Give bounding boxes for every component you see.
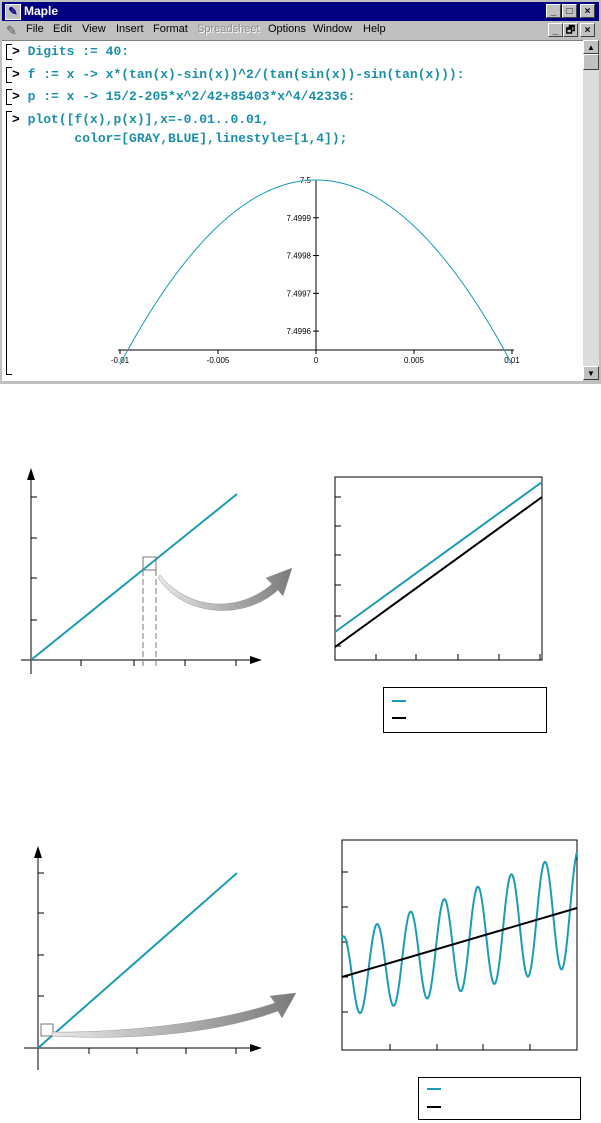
zoom-box	[40, 1023, 54, 1037]
command-text: f := x -> x*(tan(x)-sin(x))^2/(tan(sin(x…	[27, 67, 465, 82]
exec-group-bracket[interactable]	[6, 111, 12, 375]
zoom-box	[142, 556, 157, 571]
plot-frame	[334, 476, 543, 661]
menu-options[interactable]: Options	[268, 23, 306, 35]
minimize-button[interactable]: _	[546, 4, 561, 18]
document-icon[interactable]: ✎	[6, 23, 17, 38]
title-bar: ✎ Maple _ □ ×	[2, 2, 599, 21]
menu-insert[interactable]: Insert	[116, 23, 144, 35]
y-tick-label: 7.4998	[287, 252, 312, 261]
menu-spreadsheet: Spreadsheet	[197, 23, 260, 35]
prompt: >	[12, 67, 20, 82]
exec-group-bracket[interactable]	[6, 44, 12, 60]
command-line-3[interactable]: > p := x -> 15/2-205*x^2/42+85403*x^4/42…	[12, 89, 355, 104]
scroll-down-arrow-icon[interactable]: ▼	[583, 366, 599, 380]
vertical-scrollbar[interactable]: ▲ ▼	[583, 40, 599, 380]
taylor-curve	[119, 179, 513, 365]
maple-window: ✎ Maple _ □ × ✎ File Edit View Insert Fo…	[0, 0, 601, 384]
close-button[interactable]: ×	[580, 4, 595, 18]
exec-group-bracket[interactable]	[6, 89, 12, 105]
prompt: >	[12, 89, 20, 104]
exec-group-bracket[interactable]	[6, 67, 12, 83]
legend-top	[383, 687, 547, 733]
menu-window[interactable]: Window	[313, 23, 353, 35]
y-axis-arrow-icon	[34, 846, 42, 858]
x-tick-label: 0.005	[404, 356, 425, 365]
prompt: >	[12, 112, 20, 127]
command-text: color=[GRAY,BLUE],linestyle=[1,4]);	[12, 131, 348, 146]
linear-curve	[37, 872, 238, 1049]
y-tick-label: 7.4996	[287, 327, 312, 336]
doc-restore-button[interactable]: 🗗	[563, 23, 578, 37]
plot-frame	[341, 839, 578, 1051]
y-tick-label: 7.4999	[287, 214, 312, 223]
command-line-1[interactable]: > Digits := 40:	[12, 44, 129, 59]
window-title: Maple	[24, 4, 59, 18]
zoom-arrow-icon	[51, 992, 297, 1038]
linear-trend-curve	[341, 907, 578, 978]
maximize-button[interactable]: □	[562, 4, 577, 18]
menu-edit[interactable]: Edit	[53, 23, 72, 35]
scroll-up-arrow-icon[interactable]: ▲	[583, 40, 599, 54]
doc-minimize-button[interactable]: _	[548, 23, 563, 37]
menu-view[interactable]: View	[82, 23, 106, 35]
y-tick-label: 7.4997	[287, 289, 312, 298]
approx-curve	[334, 496, 543, 648]
y-axis-arrow-icon	[27, 468, 35, 480]
x-axis-arrow-icon	[250, 1044, 262, 1052]
maple-plot: -0.01 -0.005 0 0.005 0.01 7.4996 7.4997 7.4998 7…	[111, 176, 520, 365]
x-tick-label: -0.005	[207, 356, 230, 365]
x-tick-label: -0.01	[111, 356, 130, 365]
menu-help[interactable]: Help	[363, 23, 386, 35]
scroll-thumb[interactable]	[583, 54, 599, 70]
command-line-2[interactable]: > f := x -> x*(tan(x)-sin(x))^2/(tan(sin…	[12, 67, 465, 82]
worksheet[interactable]: > Digits := 40: > f := x -> x*(tan(x)-si…	[2, 40, 583, 381]
prompt: >	[12, 44, 20, 59]
menu-bar: ✎ File Edit View Insert Format Spreadshe…	[2, 21, 599, 39]
true-curve	[334, 481, 543, 633]
menu-file[interactable]: File	[26, 23, 44, 35]
command-line-5[interactable]: color=[GRAY,BLUE],linestyle=[1,4]);	[12, 131, 347, 146]
maple-app-icon: ✎	[5, 4, 21, 20]
command-text: p := x -> 15/2-205*x^2/42+85403*x^4/4233…	[27, 89, 356, 104]
doc-close-button[interactable]: ×	[580, 23, 595, 37]
x-tick-label: 0.01	[504, 356, 520, 365]
legend-bottom	[418, 1077, 581, 1120]
command-text: Digits := 40:	[27, 44, 130, 59]
menu-format[interactable]: Format	[153, 23, 188, 35]
linear-curve	[30, 493, 238, 661]
oscillating-curve	[341, 851, 578, 1015]
command-text: plot([f(x),p(x)],x=-0.01..0.01,	[27, 112, 270, 127]
command-line-4[interactable]: > plot([f(x),p(x)],x=-0.01..0.01,	[12, 112, 269, 127]
x-axis-arrow-icon	[250, 656, 262, 664]
x-tick-label: 0	[314, 356, 319, 365]
